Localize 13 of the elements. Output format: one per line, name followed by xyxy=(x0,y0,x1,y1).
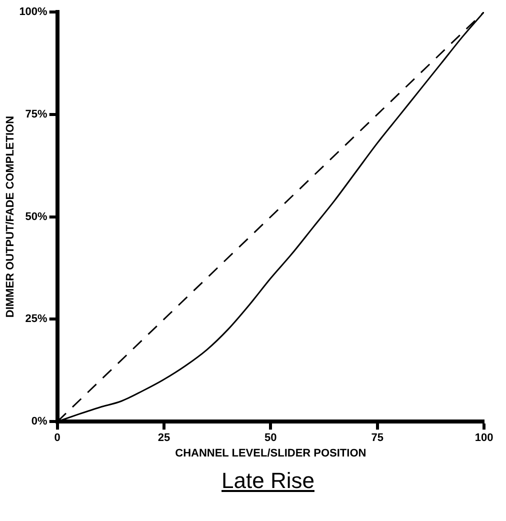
x-tick-label: 0 xyxy=(54,432,60,444)
y-tick-label: 25% xyxy=(25,313,48,326)
y-tick-label: 50% xyxy=(25,210,48,223)
x-tick-label: 50 xyxy=(264,432,277,444)
x-tick-label: 100 xyxy=(474,432,494,444)
y-tick-label: 100% xyxy=(19,6,48,18)
y-axis-title: DIMMER OUTPUT/FADE COMPLETION xyxy=(4,116,17,318)
text: Late Rise xyxy=(220,468,316,494)
y-tick-label: 75% xyxy=(25,108,48,120)
x-tick-label: 25 xyxy=(158,432,170,444)
x-axis-title: CHANNEL LEVEL/SLIDER POSITION xyxy=(175,447,366,460)
x-tick-label: 75 xyxy=(371,432,384,444)
y-tick-label: 0% xyxy=(31,416,48,428)
